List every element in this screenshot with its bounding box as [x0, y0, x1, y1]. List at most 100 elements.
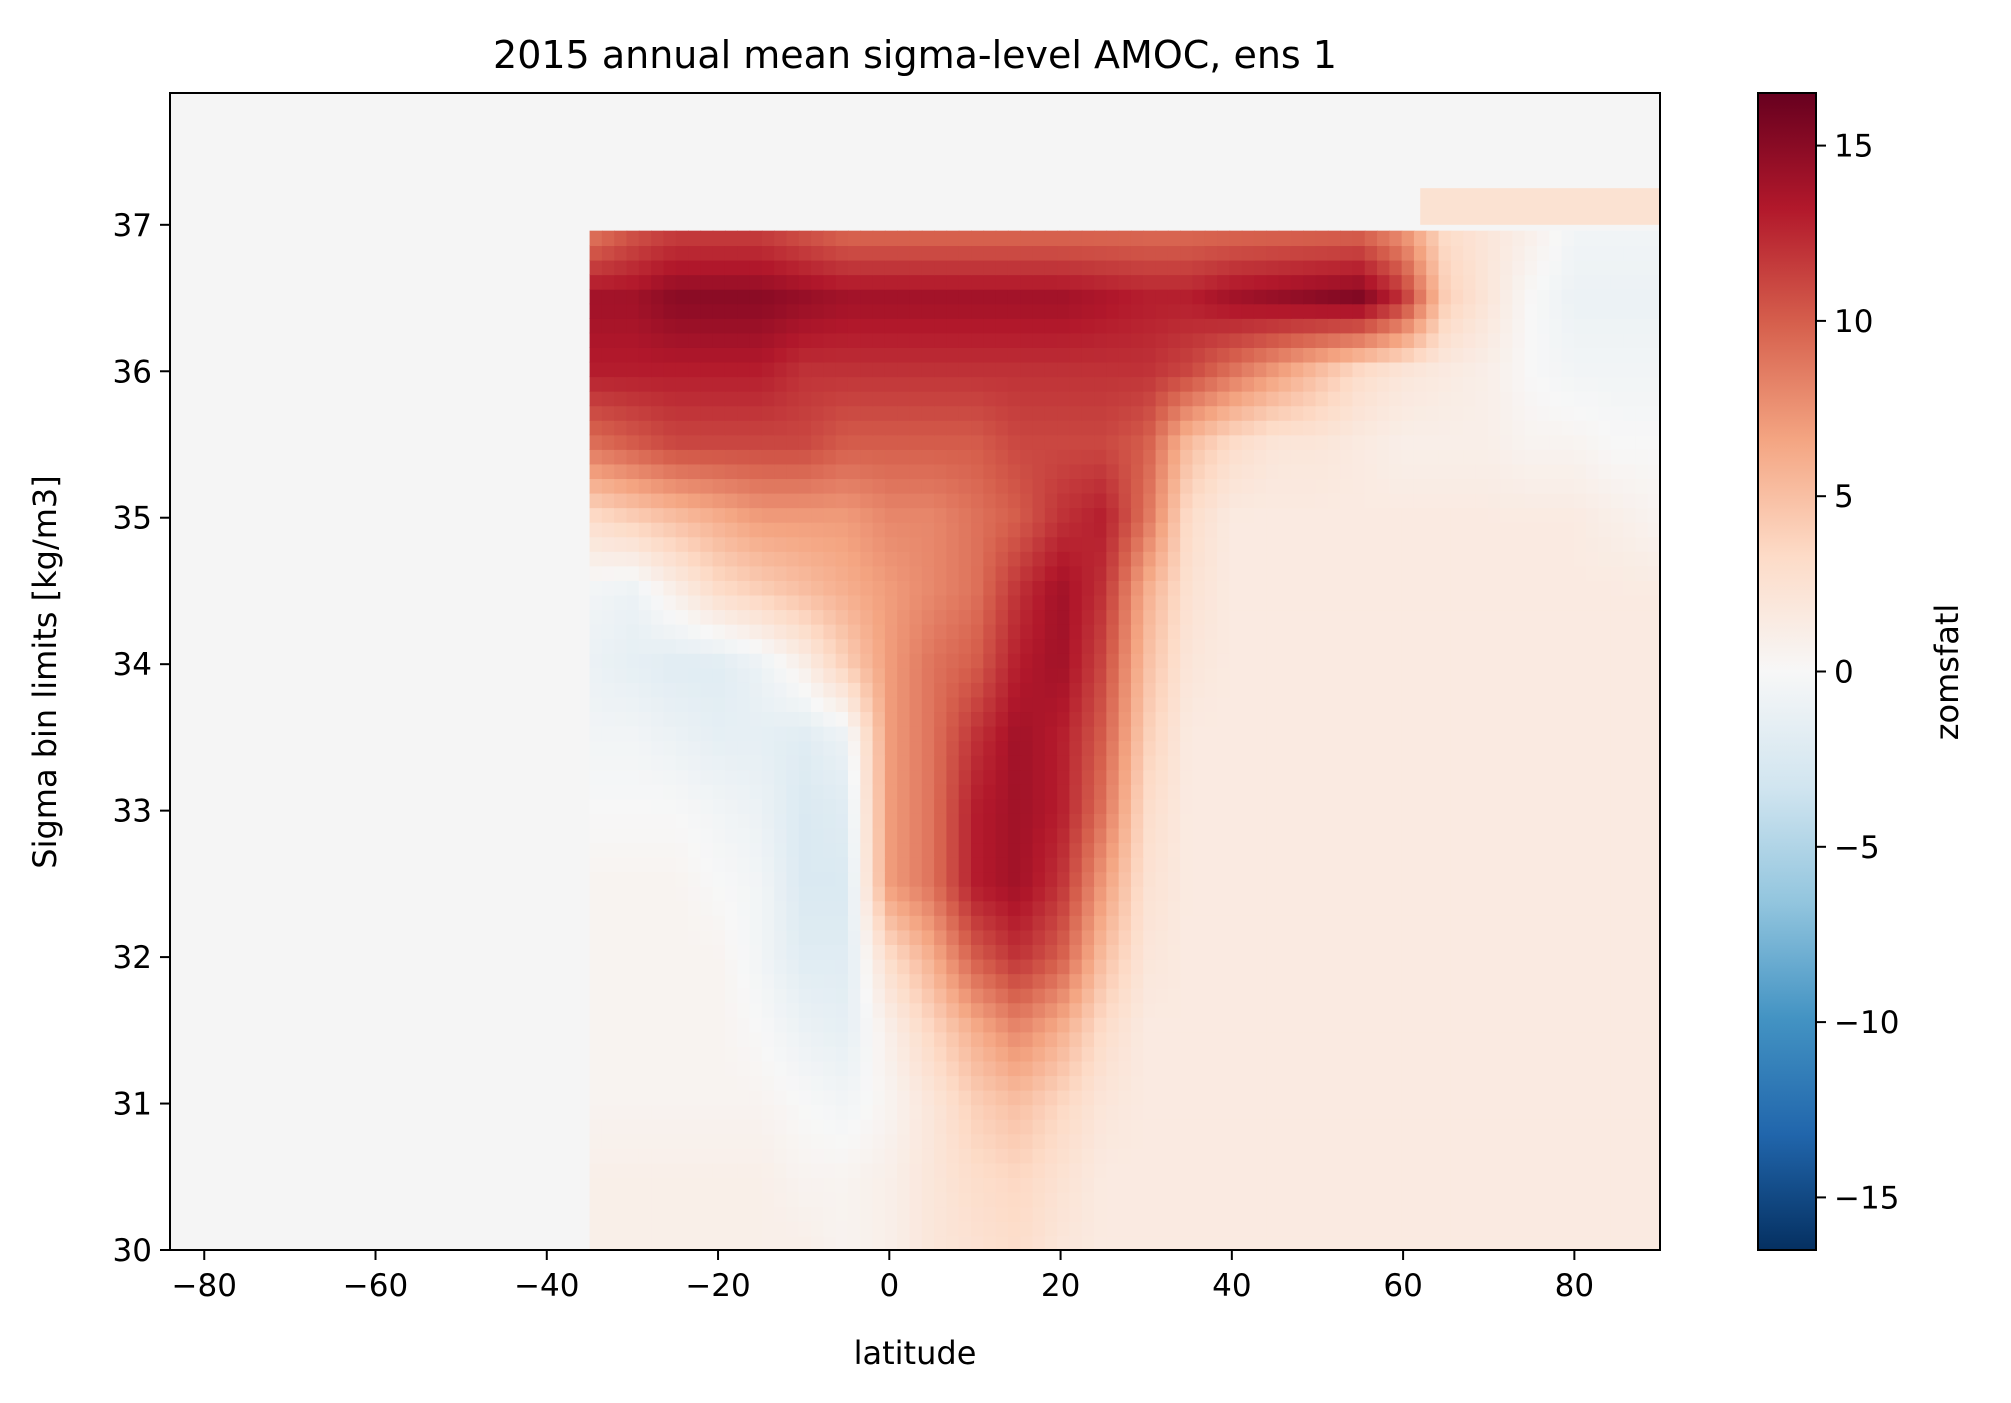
heatmap-cell: [1217, 958, 1231, 975]
heatmap-cell: [1340, 987, 1354, 1004]
heatmap-cell: [1081, 1089, 1095, 1106]
heatmap-cell: [1610, 813, 1624, 829]
heatmap-cell: [638, 1060, 652, 1077]
heatmap-cell: [1290, 711, 1304, 727]
heatmap-cell: [823, 507, 837, 523]
heatmap-cell: [1377, 1177, 1391, 1193]
heatmap-cell: [1143, 565, 1157, 581]
heatmap-cell: [1229, 1148, 1243, 1164]
heatmap-cell: [1118, 1118, 1132, 1135]
heatmap-cell: [1487, 609, 1501, 625]
heatmap-cell: [1450, 1162, 1464, 1178]
heatmap-cell: [700, 1191, 714, 1208]
heatmap-cell: [1598, 594, 1612, 611]
heatmap-cell: [921, 740, 935, 756]
heatmap-cell: [1573, 594, 1587, 611]
heatmap-cell: [1377, 594, 1391, 611]
heatmap-cell: [786, 871, 800, 887]
heatmap-cell: [626, 1017, 640, 1033]
heatmap-cell: [601, 594, 615, 611]
heatmap-cell: [1364, 1148, 1378, 1164]
heatmap-cell: [638, 623, 652, 640]
heatmap-cell: [1020, 798, 1034, 814]
heatmap-cell: [1635, 944, 1649, 960]
heatmap-cell: [1463, 492, 1477, 509]
heatmap-cell: [724, 871, 739, 887]
heatmap-cell: [946, 492, 960, 509]
heatmap-cell: [1241, 652, 1255, 669]
heatmap-cell: [1106, 885, 1120, 902]
heatmap-cell: [1032, 1060, 1046, 1077]
heatmap-cell: [1069, 449, 1083, 465]
heatmap-cell: [1069, 419, 1083, 436]
heatmap-cell: [601, 754, 615, 771]
heatmap-cell: [724, 885, 739, 902]
heatmap-cell: [1180, 449, 1194, 465]
heatmap-cell: [1352, 1235, 1366, 1250]
heatmap-cell: [786, 682, 800, 698]
heatmap-cell: [1536, 594, 1551, 611]
heatmap-cell: [1155, 609, 1169, 625]
heatmap-cell: [1118, 740, 1132, 756]
heatmap-cell: [1057, 419, 1071, 436]
heatmap-cell: [921, 871, 935, 887]
heatmap-cell: [884, 419, 898, 436]
heatmap-cell: [1586, 1191, 1600, 1208]
heatmap-cell: [1623, 434, 1637, 450]
heatmap-cell: [1438, 1206, 1452, 1222]
heatmap-cell: [1549, 915, 1563, 931]
heatmap-cell: [1364, 885, 1378, 902]
heatmap-cell: [1241, 1220, 1255, 1237]
heatmap-cell: [884, 1220, 898, 1237]
heatmap-cell: [860, 521, 874, 538]
heatmap-cell: [1401, 449, 1415, 465]
heatmap-cell: [884, 973, 898, 989]
heatmap-cell: [1020, 1191, 1034, 1208]
heatmap-cell: [1192, 1031, 1206, 1047]
heatmap-cell: [1094, 565, 1108, 581]
heatmap-cell: [946, 623, 960, 640]
heatmap-cell: [774, 1031, 788, 1047]
heatmap-cell: [675, 740, 689, 756]
heatmap-cell: [1032, 507, 1046, 523]
heatmap-cell: [811, 944, 825, 960]
heatmap-cell: [1340, 682, 1354, 698]
heatmap-cell: [1413, 696, 1428, 713]
heatmap-cell: [1130, 1046, 1145, 1062]
heatmap-cell: [1512, 638, 1526, 654]
heatmap-cell: [1340, 551, 1354, 567]
heatmap-cell: [737, 987, 751, 1004]
heatmap-cell: [1549, 580, 1563, 596]
heatmap-cell: [921, 1118, 935, 1135]
heatmap-cell: [946, 827, 960, 844]
heatmap-cell: [1229, 871, 1243, 887]
heatmap-cell: [663, 958, 677, 975]
heatmap-cell: [601, 492, 615, 509]
heatmap-cell: [1143, 594, 1157, 611]
heatmap-cell: [860, 1075, 874, 1091]
heatmap-cell: [663, 1118, 677, 1135]
heatmap-cell: [1044, 769, 1058, 785]
heatmap-cell: [897, 1075, 911, 1091]
heatmap-cell: [737, 1002, 751, 1018]
heatmap-cell: [1450, 434, 1464, 450]
heatmap-cell: [626, 623, 640, 640]
heatmap-cell: [983, 929, 997, 945]
heatmap-cell: [1598, 958, 1612, 975]
heatmap-cell: [1524, 682, 1538, 698]
heatmap-cell: [1487, 856, 1501, 873]
heatmap-cell: [1217, 1075, 1231, 1091]
heatmap-cell: [1438, 958, 1452, 975]
heatmap-cell: [1130, 1104, 1145, 1120]
heatmap-cell: [872, 463, 886, 480]
heatmap-cell: [811, 929, 825, 945]
heatmap-cell: [995, 1002, 1009, 1018]
heatmap-cell: [1180, 754, 1194, 771]
heatmap-cell: [1438, 754, 1452, 771]
heatmap-cell: [811, 827, 825, 844]
heatmap-cell: [1512, 711, 1526, 727]
heatmap-cell: [946, 696, 960, 713]
heatmap-cell: [1143, 856, 1157, 873]
heatmap-cell: [712, 405, 726, 421]
heatmap-cell: [749, 1220, 763, 1237]
